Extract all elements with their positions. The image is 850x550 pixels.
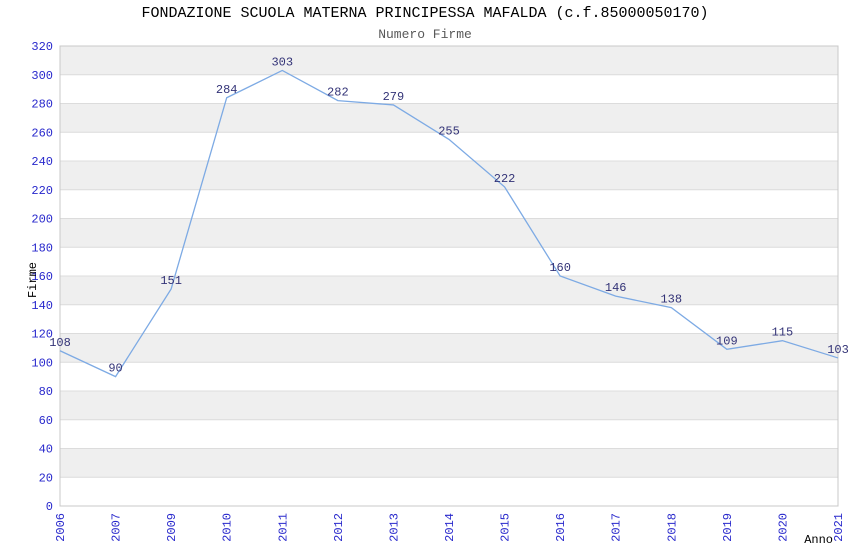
data-label: 108 [49,336,71,350]
y-tick-label: 180 [31,241,53,255]
plot-band [60,189,838,219]
data-label: 90 [108,362,122,376]
y-tick-label: 80 [39,385,53,399]
x-tick-label: 2012 [332,513,346,542]
data-label: 160 [549,261,571,275]
data-label: 138 [660,293,682,307]
plot-band [60,247,838,276]
data-label: 255 [438,124,460,138]
data-label: 115 [772,326,794,340]
plot-band [60,103,838,133]
plot-band [60,419,838,449]
y-tick-label: 120 [31,328,53,342]
x-tick-label: 2006 [54,513,68,542]
x-tick-label: 2016 [554,513,568,542]
x-tick-label: 2013 [387,513,401,542]
data-label: 279 [383,90,405,104]
plot-band [60,333,838,363]
plot-band [60,391,838,420]
y-tick-label: 320 [31,40,53,54]
x-tick-label: 2018 [665,513,679,542]
plot-band [60,477,838,506]
data-label: 146 [605,281,627,295]
y-tick-label: 60 [39,414,53,428]
x-tick-label: 2015 [499,513,513,542]
data-label: 222 [494,172,516,186]
plot-band [60,276,838,305]
chart-title: FONDAZIONE SCUOLA MATERNA PRINCIPESSA MA… [141,5,709,22]
plot-bands [60,46,838,506]
data-point-labels: 108 90 151 284 303 282 279 255 222 160 146 138 109 11… [49,55,849,375]
series-line [59,69,839,378]
plot-band [60,161,838,190]
data-label: 151 [160,274,182,288]
plot-border [59,45,839,507]
plot-band [60,304,838,334]
plot-band [60,362,838,391]
x-axis-title: Anno [804,533,833,547]
y-axis-tick-labels: 0 20 40 60 80 100 120 140 160 180 200 220 240 260 280 3… [31,40,53,514]
plot-band [60,218,838,248]
y-axis-title: Firme [26,262,40,298]
y-tick-label: 260 [31,126,53,140]
y-tick-label: 280 [31,98,53,112]
x-axis-tick-labels: 2006 2007 2009 2010 2011 2012 2013 2014 2015 2016… [54,513,846,542]
x-tick-label: 2011 [276,513,290,542]
x-tick-label: 2014 [443,513,457,542]
x-tick-label: 2009 [165,513,179,542]
y-tick-label: 240 [31,155,53,169]
chart-subtitle: Numero Firme [378,27,472,42]
data-label: 282 [327,86,349,100]
x-tick-label: 2021 [832,513,846,542]
plot-band [60,132,838,161]
data-label: 303 [271,55,293,69]
data-label: 109 [716,334,738,348]
data-label: 284 [216,83,238,97]
y-tick-label: 300 [31,69,53,83]
x-tick-label: 2010 [221,513,235,542]
plot-band [60,46,838,75]
gridlines [60,74,838,478]
y-tick-label: 160 [31,270,53,284]
x-tick-label: 2020 [776,513,790,542]
plot-band [60,448,838,478]
x-tick-label: 2007 [110,513,124,542]
y-tick-label: 40 [39,443,53,457]
y-tick-label: 100 [31,356,53,370]
x-tick-label: 2017 [610,513,624,542]
y-tick-label: 140 [31,299,53,313]
plot-band [60,74,838,104]
y-tick-label: 0 [46,500,53,514]
y-tick-label: 220 [31,184,53,198]
y-tick-label: 20 [39,471,53,485]
x-tick-label: 2019 [721,513,735,542]
y-tick-label: 200 [31,213,53,227]
data-label: 103 [827,343,849,357]
